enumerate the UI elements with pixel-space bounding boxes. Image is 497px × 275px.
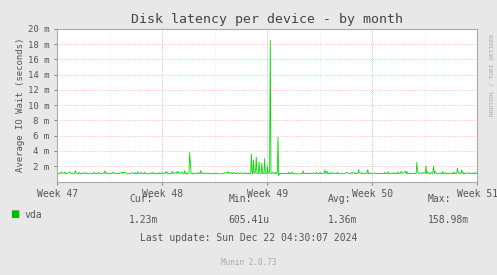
Title: Disk latency per device - by month: Disk latency per device - by month — [131, 13, 403, 26]
Text: ■: ■ — [10, 210, 19, 219]
Text: Avg:: Avg: — [328, 194, 351, 204]
Text: Max:: Max: — [427, 194, 451, 204]
Text: 605.41u: 605.41u — [229, 215, 270, 225]
Text: 1.36m: 1.36m — [328, 215, 357, 225]
Text: Munin 2.0.73: Munin 2.0.73 — [221, 258, 276, 267]
Text: Last update: Sun Dec 22 04:30:07 2024: Last update: Sun Dec 22 04:30:07 2024 — [140, 233, 357, 243]
Text: Cur:: Cur: — [129, 194, 153, 204]
Text: RRDTOOL / TOBI OETIKER: RRDTOOL / TOBI OETIKER — [490, 33, 495, 116]
Y-axis label: Average IO Wait (seconds): Average IO Wait (seconds) — [16, 38, 25, 172]
Text: Min:: Min: — [229, 194, 252, 204]
Text: 1.23m: 1.23m — [129, 215, 159, 225]
Text: 158.98m: 158.98m — [427, 215, 469, 225]
Text: vda: vda — [25, 210, 42, 219]
